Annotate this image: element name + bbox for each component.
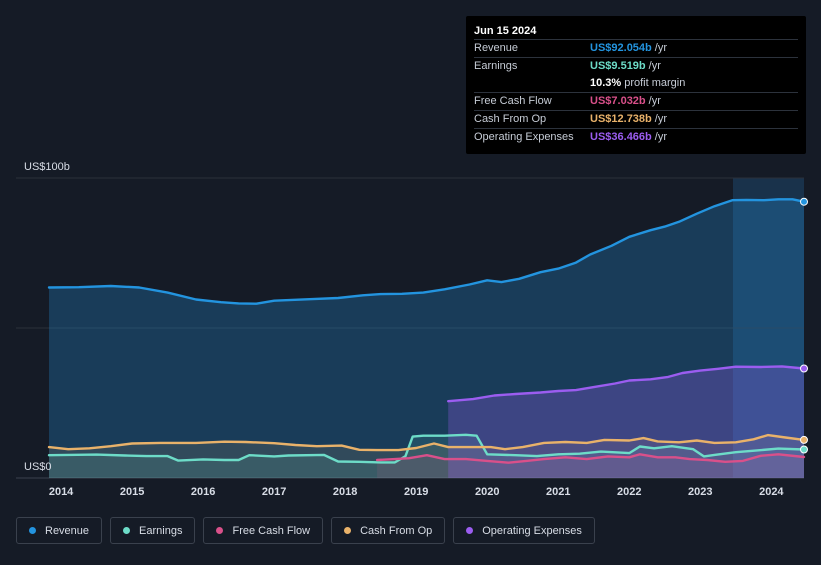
tooltip-row-earnings: Earnings US$9.519b /yr bbox=[474, 57, 798, 75]
end-point-operating-expenses bbox=[800, 364, 808, 373]
x-tick-label: 2023 bbox=[688, 486, 712, 498]
tooltip-label: Revenue bbox=[474, 42, 519, 54]
tooltip-unit: /yr bbox=[654, 131, 667, 143]
legend-item-free-cash-flow[interactable]: Free Cash Flow bbox=[203, 517, 324, 544]
series-line-free-cash-flow bbox=[375, 453, 806, 464]
series-line-revenue bbox=[47, 198, 806, 305]
tooltip-value: US$92.054b bbox=[590, 42, 652, 54]
series-line-cash-from-op bbox=[47, 433, 806, 452]
y-tick-label: US$0 bbox=[24, 461, 52, 473]
tooltip-date: Jun 15 2024 bbox=[474, 25, 537, 37]
legend-dot-icon bbox=[216, 527, 224, 534]
x-tick-label: 2021 bbox=[546, 486, 570, 498]
x-tick-label: 2014 bbox=[49, 486, 74, 498]
area-revenue bbox=[49, 199, 804, 479]
tooltip-unit: /yr bbox=[654, 42, 667, 54]
tooltip-label bbox=[474, 75, 590, 92]
legend-label: Operating Expenses bbox=[482, 524, 582, 537]
legend-label: Earnings bbox=[139, 524, 183, 537]
legend-dot-icon bbox=[123, 527, 131, 534]
tooltip-row-profit-margin: 10.3% profit margin bbox=[474, 75, 798, 92]
area-operating-expenses bbox=[448, 366, 804, 478]
tooltip-value: US$7.032b bbox=[590, 95, 646, 107]
tooltip-value: 10.3% bbox=[590, 77, 622, 89]
tooltip-row-revenue: Revenue US$92.054b /yr bbox=[474, 39, 798, 57]
tooltip-label: Free Cash Flow bbox=[474, 95, 552, 107]
tooltip-row-operating-expenses: Operating Expenses US$36.466b /yr bbox=[474, 128, 798, 146]
legend-item-operating-expenses[interactable]: Operating Expenses bbox=[453, 517, 595, 544]
x-tick-label: 2019 bbox=[404, 486, 428, 498]
tooltip-unit: /yr bbox=[654, 113, 667, 125]
series-line-earnings bbox=[47, 433, 806, 464]
end-point-revenue bbox=[800, 197, 808, 206]
legend-dot-icon bbox=[466, 527, 474, 534]
tooltip-value: US$36.466b bbox=[590, 131, 652, 143]
legend-label: Cash From Op bbox=[360, 524, 433, 537]
x-tick-label: 2022 bbox=[617, 486, 641, 498]
end-point-cash-from-op bbox=[800, 435, 808, 444]
legend-item-earnings[interactable]: Earnings bbox=[110, 517, 196, 544]
chart-legend: Revenue Earnings Free Cash Flow Cash Fro… bbox=[16, 517, 603, 546]
tooltip-label: Operating Expenses bbox=[474, 131, 574, 143]
tooltip-value: US$9.519b bbox=[590, 60, 646, 72]
legend-item-revenue[interactable]: Revenue bbox=[16, 517, 103, 544]
data-tooltip: Jun 15 2024 Revenue US$92.054b /yr Earni… bbox=[466, 16, 806, 154]
x-tick-label: 2016 bbox=[191, 486, 215, 498]
y-tick-label: US$100b bbox=[24, 161, 70, 173]
x-tick-label: 2018 bbox=[333, 486, 357, 498]
series-line-operating-expenses bbox=[447, 365, 806, 403]
legend-dot-icon bbox=[344, 527, 352, 534]
tooltip-label: Earnings bbox=[474, 60, 518, 72]
tooltip-row-free-cash-flow: Free Cash Flow US$7.032b /yr bbox=[474, 92, 798, 110]
x-tick-label: 2015 bbox=[120, 486, 144, 498]
tooltip-unit: /yr bbox=[648, 95, 661, 107]
tooltip-row-cash-from-op: Cash From Op US$12.738b /yr bbox=[474, 110, 798, 128]
legend-dot-icon bbox=[29, 527, 36, 534]
tooltip-unit: /yr bbox=[648, 60, 661, 72]
tooltip-value: US$12.738b bbox=[590, 113, 652, 125]
tooltip-unit: profit margin bbox=[624, 77, 686, 89]
x-tick-label: 2024 bbox=[759, 486, 784, 498]
x-tick-label: 2020 bbox=[475, 486, 499, 498]
legend-label: Free Cash Flow bbox=[232, 524, 311, 537]
x-tick-label: 2017 bbox=[262, 486, 286, 498]
legend-item-cash-from-op[interactable]: Cash From Op bbox=[331, 517, 446, 544]
end-point-earnings bbox=[800, 445, 808, 454]
tooltip-label: Cash From Op bbox=[474, 113, 547, 125]
legend-label: Revenue bbox=[45, 524, 90, 537]
area-cash-from-op bbox=[49, 435, 804, 478]
